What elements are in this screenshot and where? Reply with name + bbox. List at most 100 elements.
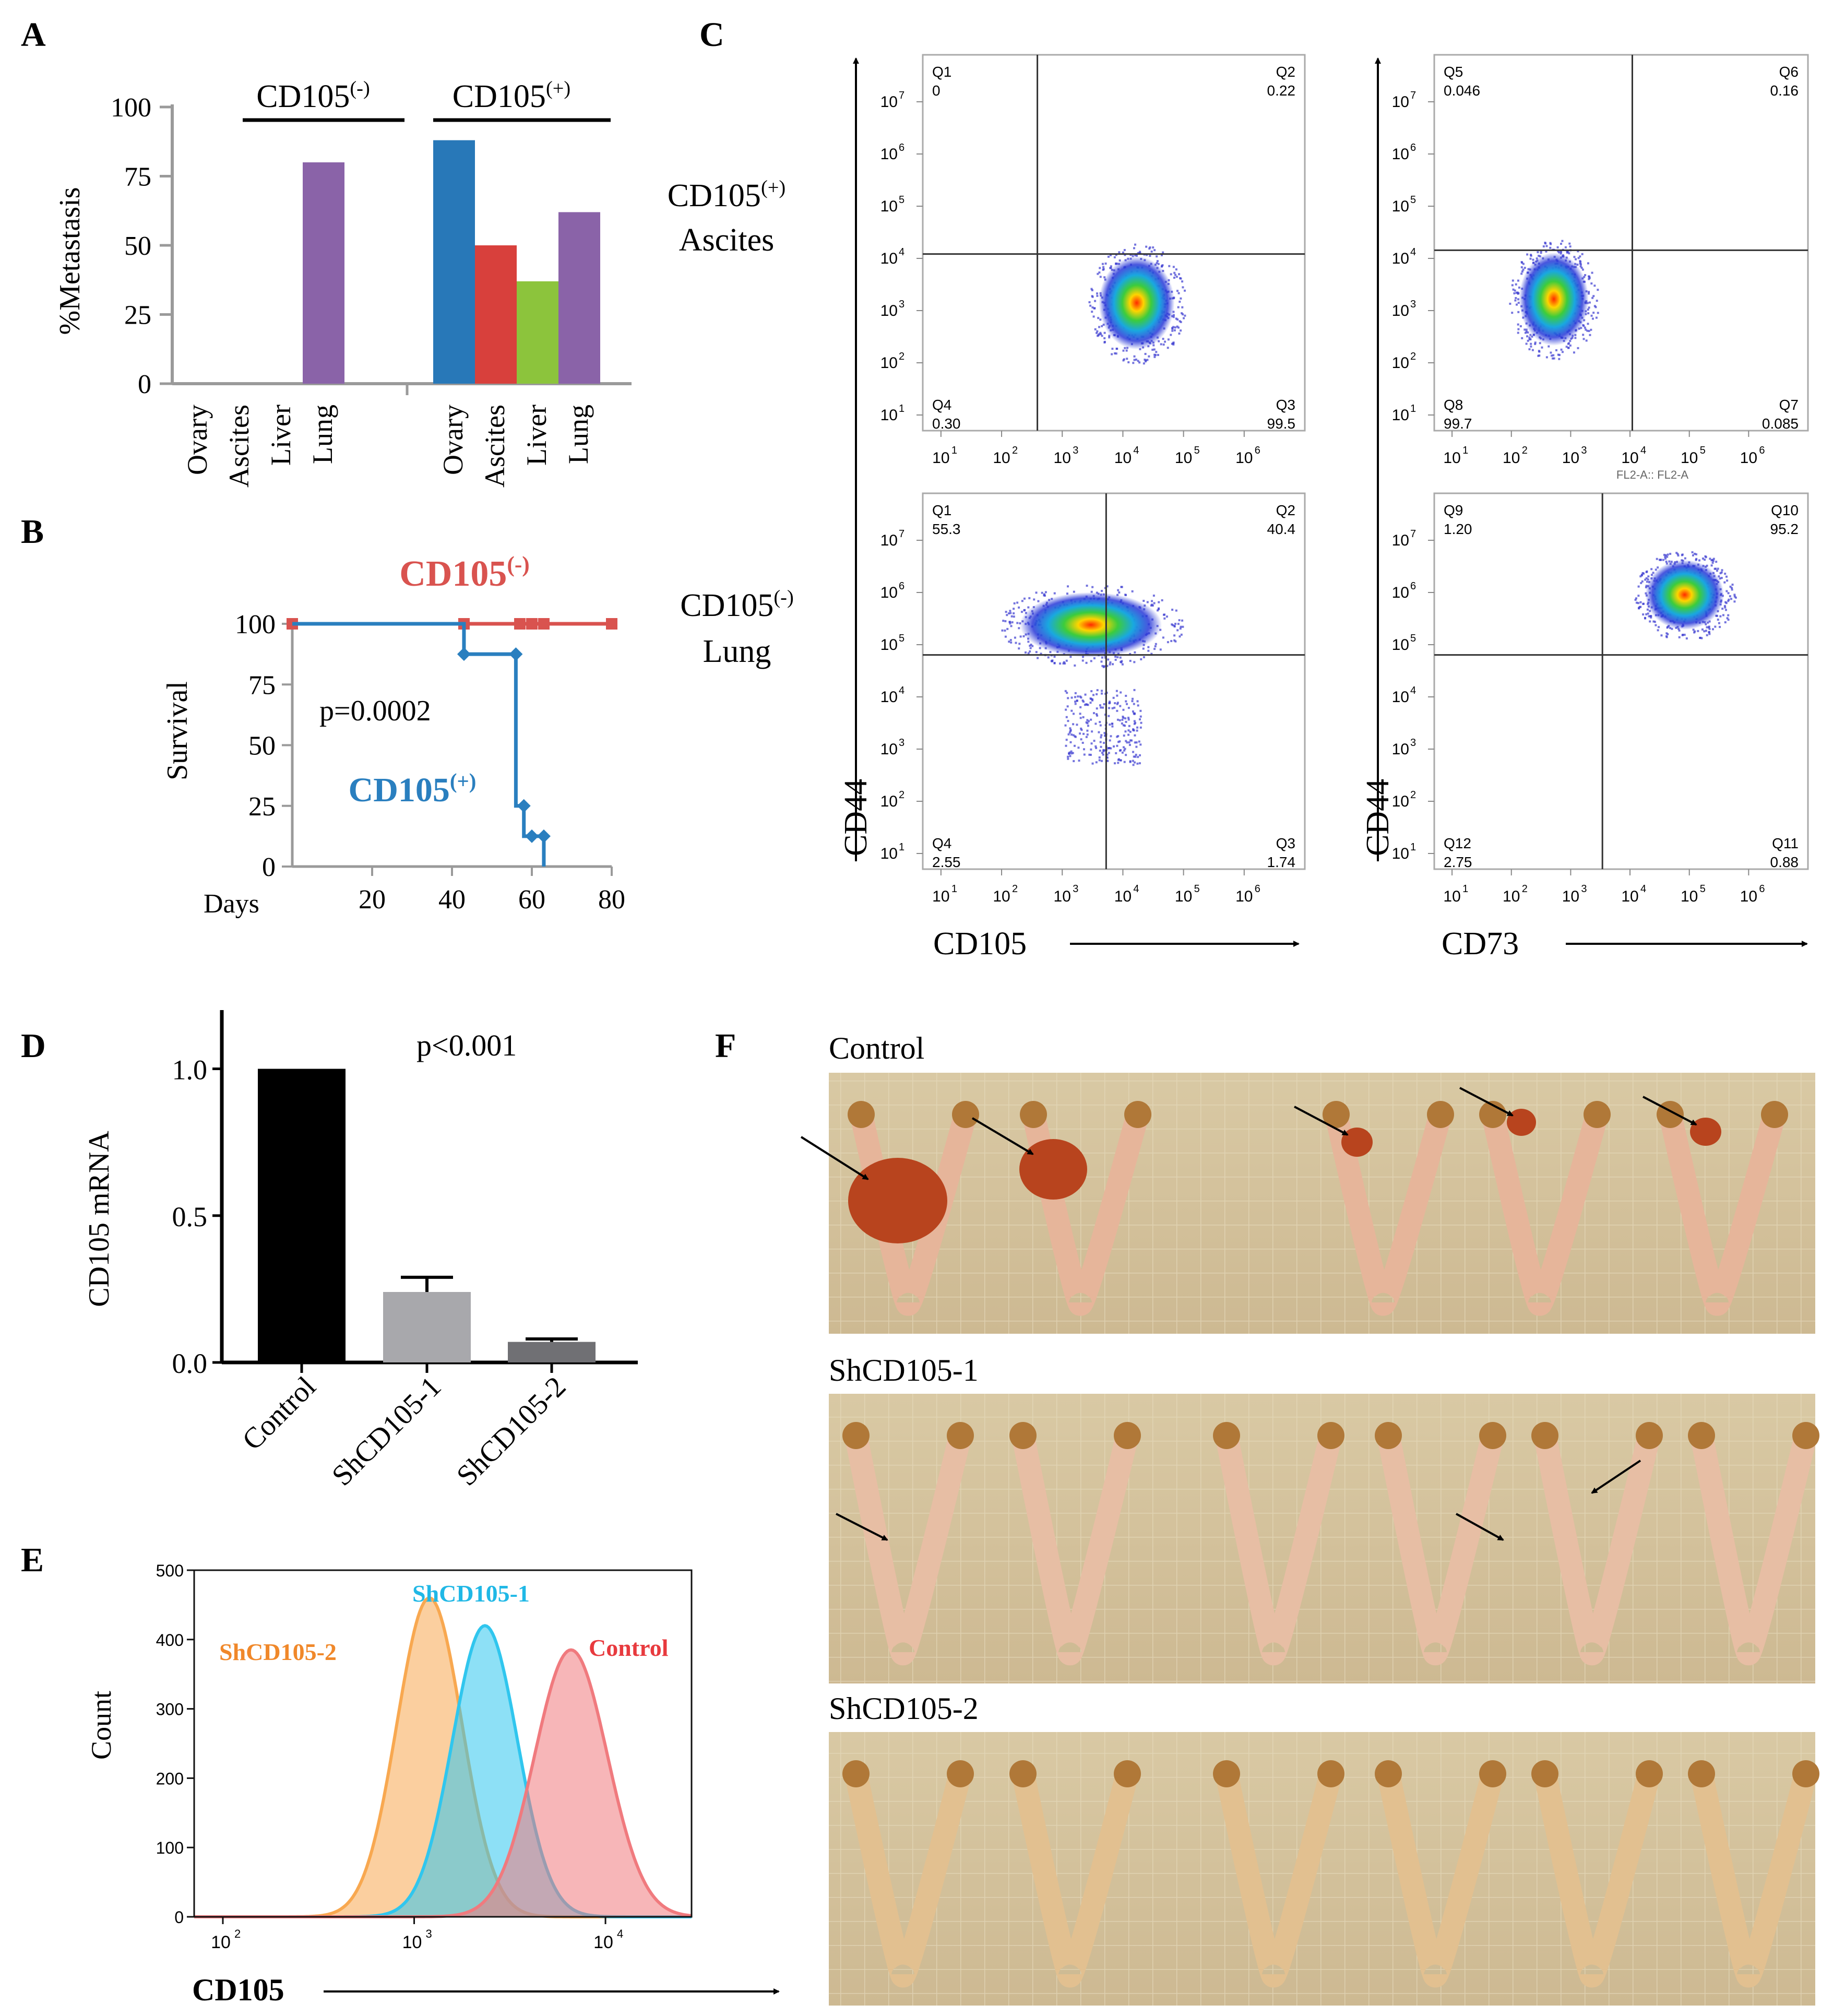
chart-c-event xyxy=(1168,265,1171,267)
chart-c-event xyxy=(1039,647,1041,649)
chart-c-event xyxy=(1711,628,1714,631)
chart-c-event xyxy=(1179,635,1181,638)
chart-c-quadrant-value: 1.74 xyxy=(1267,854,1296,870)
chart-c-event xyxy=(1138,740,1140,743)
chart-c-event xyxy=(1104,262,1107,265)
panel-f-ovary xyxy=(1584,1101,1611,1128)
chart-c-event xyxy=(1179,627,1182,630)
chart-c-event xyxy=(1119,656,1122,659)
chart-c-event xyxy=(1657,566,1659,569)
chart-c-event xyxy=(1117,741,1120,743)
chart-c-event xyxy=(1173,314,1175,316)
chart-c-event xyxy=(1181,280,1184,283)
chart-a-category-label: Liver xyxy=(265,405,296,466)
chart-c-event xyxy=(1123,749,1126,752)
chart-c-event xyxy=(1541,346,1543,349)
panel-f-ovary xyxy=(1688,1422,1715,1449)
chart-a-ytick-label: 75 xyxy=(124,162,151,192)
chart-b-xtick-label: 60 xyxy=(518,885,545,915)
chart-c-xtick-base: 10 xyxy=(932,449,949,467)
chart-c-ytick-base: 10 xyxy=(880,845,898,862)
chart-c-event xyxy=(1108,707,1111,709)
chart-c-event xyxy=(1159,648,1162,651)
chart-c-quadrant-name: Q3 xyxy=(1276,835,1295,851)
chart-c-event xyxy=(1121,718,1124,721)
chart-c-event xyxy=(1101,263,1104,265)
chart-c-event xyxy=(1174,623,1177,625)
chart-c-event xyxy=(1040,653,1042,655)
chart-c-event xyxy=(1681,553,1684,556)
chart-c-row-label-1: CD105(+) xyxy=(668,176,785,214)
chart-c-ytick-base: 10 xyxy=(880,93,898,111)
panel-f-uterine-horn xyxy=(1011,1762,1139,1988)
chart-c-event xyxy=(1079,713,1081,715)
chart-c-event xyxy=(1142,656,1145,658)
chart-c-event xyxy=(1008,612,1010,615)
chart-c-event xyxy=(1665,635,1668,637)
chart-c-event xyxy=(1068,751,1071,754)
chart-c-event xyxy=(1059,662,1062,665)
chart-c-event xyxy=(1044,595,1046,597)
chart-c-event xyxy=(1162,251,1164,254)
chart-c-event xyxy=(1112,696,1115,699)
chart-c-event xyxy=(1592,312,1595,314)
chart-c-event xyxy=(1139,754,1141,756)
chart-c-quadrant-name: Q3 xyxy=(1276,397,1295,413)
chart-c-event xyxy=(1584,274,1587,277)
chart-c-event xyxy=(1029,650,1031,653)
chart-c-event xyxy=(1099,750,1101,752)
chart-c-event xyxy=(1091,586,1094,588)
chart-c-event xyxy=(1660,559,1662,561)
chart-b-series-pos-marker xyxy=(517,799,531,813)
chart-c-density xyxy=(1099,256,1175,350)
chart-c-event xyxy=(1140,658,1142,660)
chart-c-event xyxy=(1591,317,1594,320)
chart-c-xtick-exp: 1 xyxy=(1462,883,1468,895)
chart-c-event xyxy=(1529,257,1532,260)
chart-c-event xyxy=(1142,600,1145,602)
chart-c-event xyxy=(1116,694,1118,697)
chart-c-event xyxy=(1099,724,1102,727)
chart-c-event xyxy=(1534,341,1537,344)
chart-c-event xyxy=(1538,350,1541,353)
chart-c-quadrant-name: Q12 xyxy=(1444,835,1471,851)
chart-c-event xyxy=(1176,290,1179,292)
chart-c-event xyxy=(1157,609,1159,612)
chart-e-xtick-base: 10 xyxy=(211,1932,231,1952)
chart-c-event xyxy=(1569,344,1572,347)
chart-c-event xyxy=(1074,696,1077,698)
chart-c-event xyxy=(1079,695,1081,698)
chart-c-event xyxy=(1133,722,1136,725)
chart-a-group-label: CD105(-) xyxy=(256,77,370,114)
chart-e-area-shcd105-2 xyxy=(194,1598,692,1917)
chart-c-quadrant-name: Q2 xyxy=(1276,502,1295,518)
chart-c-event xyxy=(1593,305,1596,307)
chart-c-event xyxy=(1716,614,1718,617)
chart-c-event xyxy=(1708,631,1710,634)
chart-c-event xyxy=(1534,343,1537,346)
panel-f-label-control: Control xyxy=(829,1031,924,1065)
chart-c-event xyxy=(1586,329,1589,332)
chart-c-event xyxy=(1102,266,1105,268)
chart-c-event xyxy=(1726,617,1729,620)
chart-c-event xyxy=(1174,640,1177,643)
chart-c-event xyxy=(1573,351,1575,354)
chart-c-event xyxy=(1676,553,1679,555)
chart-c-event xyxy=(1706,634,1708,636)
chart-c-event xyxy=(1157,354,1159,357)
chart-b-ytick-label: 75 xyxy=(248,670,276,700)
chart-e-ytick-label: 200 xyxy=(156,1769,184,1788)
chart-c-event xyxy=(1152,595,1155,597)
chart-c-event xyxy=(1514,289,1516,292)
chart-c-event xyxy=(1517,298,1519,301)
panel-f-ovary xyxy=(1531,1760,1558,1787)
chart-c-event xyxy=(1647,612,1649,615)
chart-c-event xyxy=(1116,702,1119,704)
chart-c-event xyxy=(1528,336,1531,339)
panel-f-ovary xyxy=(1114,1422,1141,1449)
chart-c-density xyxy=(1519,252,1589,346)
chart-c-xtick-base: 10 xyxy=(1621,888,1638,905)
chart-c-event xyxy=(1139,726,1142,729)
chart-c-event xyxy=(1511,284,1514,287)
